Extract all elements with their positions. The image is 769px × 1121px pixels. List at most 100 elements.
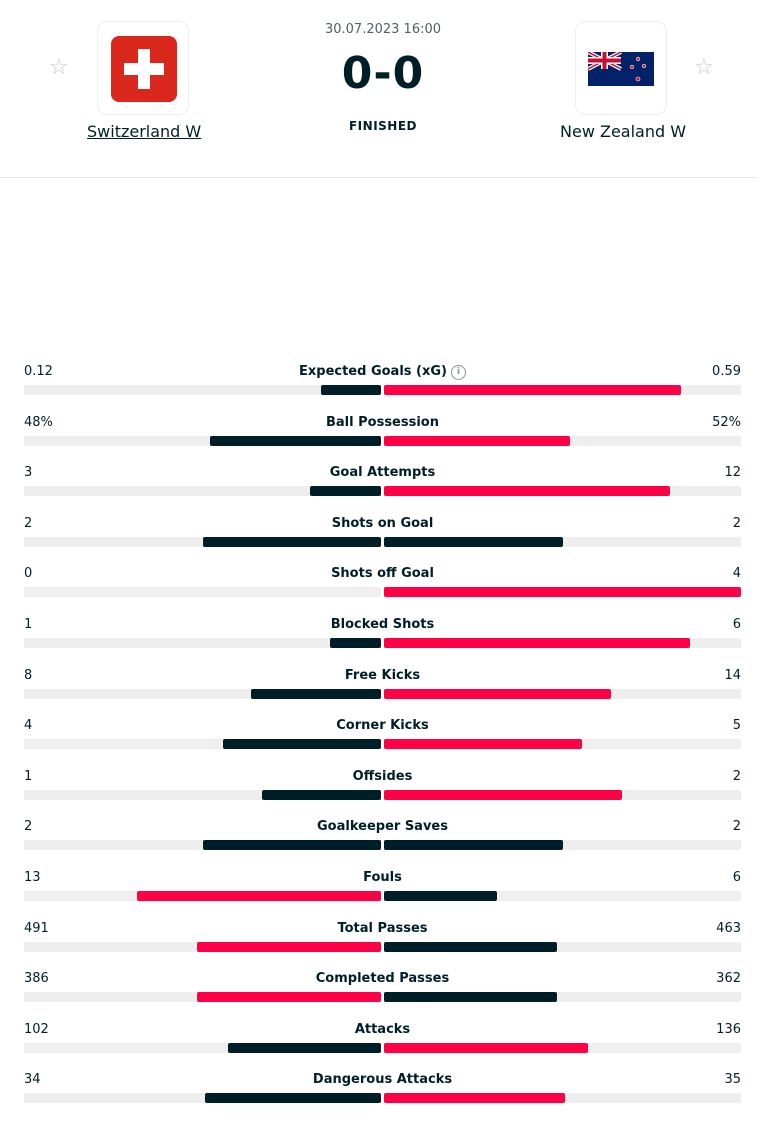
home-bar-track <box>24 789 381 800</box>
home-team-name[interactable]: Switzerland W <box>87 122 202 141</box>
home-bar <box>136 890 381 901</box>
home-bar <box>209 435 381 446</box>
home-team-logo[interactable] <box>97 21 189 115</box>
stat-labels: 4 Corner Kicks 5 <box>24 716 741 736</box>
stat-name: Blocked Shots <box>24 615 741 635</box>
stat-row: 48% Ball Possession 52% <box>24 413 741 464</box>
stat-name-text: Fouls <box>363 869 402 885</box>
stat-bars <box>24 1042 741 1053</box>
stat-row: 8 Free Kicks 14 <box>24 666 741 717</box>
stat-bars <box>24 536 741 547</box>
stat-away-value: 2 <box>732 768 741 784</box>
stat-away-value: 6 <box>732 869 741 885</box>
stat-name: Goal Attempts <box>24 463 741 483</box>
stat-labels: 2 Goalkeeper Saves 2 <box>24 817 741 837</box>
away-bar-track <box>384 739 741 750</box>
stat-bars <box>24 385 741 395</box>
home-bar <box>251 688 381 699</box>
stat-row: 1 Offsides 2 <box>24 767 741 818</box>
away-bar-track <box>384 587 741 598</box>
stat-home-value: 1 <box>24 768 33 784</box>
match-datetime: 30.07.2023 16:00 <box>324 22 442 37</box>
home-bar-track <box>24 1042 381 1053</box>
home-bar <box>197 941 381 952</box>
away-bar-track <box>384 637 741 648</box>
stat-away-value: 0.59 <box>712 364 741 379</box>
stat-name-text: Ball Possession <box>326 414 439 430</box>
stat-bars <box>24 435 741 446</box>
stat-name: Total Passes <box>24 919 741 939</box>
home-bar <box>202 536 381 547</box>
home-bar-track <box>24 840 381 851</box>
away-bar <box>384 385 681 395</box>
stat-name-text: Shots on Goal <box>331 515 434 531</box>
favorite-away-star-icon[interactable]: ☆ <box>694 55 714 80</box>
stat-name: Dangerous Attacks <box>24 1070 741 1090</box>
away-bar-track <box>384 536 741 547</box>
stat-labels: 13 Fouls 6 <box>24 868 741 888</box>
stat-bars <box>24 992 741 1003</box>
stat-name: Attacks <box>24 1020 741 1040</box>
stat-name: Fouls <box>24 868 741 888</box>
stat-row: 13 Fouls 6 <box>24 868 741 919</box>
stat-labels: 3 Goal Attempts 12 <box>24 463 741 483</box>
away-team-logo[interactable] <box>575 21 667 115</box>
away-bar-track <box>384 1093 741 1104</box>
away-bar-track <box>384 385 741 395</box>
stat-bars <box>24 739 741 750</box>
stat-name: Completed Passes <box>24 969 741 989</box>
stat-bars <box>24 688 741 699</box>
stat-name: Free Kicks <box>24 666 741 686</box>
home-bar-track <box>24 637 381 648</box>
stat-name: Expected Goals (xG) i <box>24 362 741 382</box>
away-bar-track <box>384 890 741 901</box>
stat-home-value: 4 <box>24 718 33 734</box>
home-bar <box>222 739 381 750</box>
stat-away-value: 463 <box>716 920 741 936</box>
stat-home-value: 8 <box>24 667 33 683</box>
home-bar-track <box>24 1093 381 1104</box>
stat-labels: 0.12 Expected Goals (xG) i 0.59 <box>24 362 741 382</box>
stat-row: 0 Shots off Goal 4 <box>24 564 741 615</box>
away-bar-track <box>384 992 741 1003</box>
stat-row: 3 Goal Attempts 12 <box>24 463 741 514</box>
away-bar <box>384 941 558 952</box>
stat-name-text: Dangerous Attacks <box>312 1072 453 1088</box>
stat-bars <box>24 637 741 648</box>
away-bar <box>384 789 623 800</box>
stat-labels: 491 Total Passes 463 <box>24 919 741 939</box>
stat-row: 2 Goalkeeper Saves 2 <box>24 817 741 868</box>
away-bar <box>384 587 741 598</box>
stat-labels: 34 Dangerous Attacks 35 <box>24 1070 741 1090</box>
stat-home-value: 2 <box>24 515 33 531</box>
stat-bars <box>24 941 741 952</box>
stat-name-text: Goal Attempts <box>329 465 436 481</box>
match-score: 0-0 <box>283 46 483 102</box>
stat-bars <box>24 486 741 497</box>
home-bar-track <box>24 536 381 547</box>
home-bar-track <box>24 587 381 598</box>
home-bar <box>196 992 381 1003</box>
stat-away-value: 4 <box>732 566 741 582</box>
away-bar <box>384 992 557 1003</box>
stat-row: 1 Blocked Shots 6 <box>24 615 741 666</box>
away-bar-track <box>384 789 741 800</box>
stat-labels: 0 Shots off Goal 4 <box>24 564 741 584</box>
stat-away-value: 6 <box>732 616 741 632</box>
favorite-home-star-icon[interactable]: ☆ <box>49 55 69 80</box>
stat-home-value: 0 <box>24 566 33 582</box>
stat-bars <box>24 1093 741 1104</box>
stat-away-value: 2 <box>732 819 741 835</box>
stat-name-text: Corner Kicks <box>336 718 429 734</box>
away-team-name[interactable]: New Zealand W <box>560 122 687 141</box>
stat-bars <box>24 789 741 800</box>
info-icon[interactable]: i <box>451 365 466 380</box>
stat-bars <box>24 587 741 598</box>
home-bar-track <box>24 992 381 1003</box>
away-bar <box>384 840 563 851</box>
home-bar <box>309 486 381 497</box>
stat-name: Shots on Goal <box>24 514 741 534</box>
away-bar <box>384 637 690 648</box>
stat-home-value: 491 <box>24 920 49 936</box>
away-bar <box>384 1042 588 1053</box>
